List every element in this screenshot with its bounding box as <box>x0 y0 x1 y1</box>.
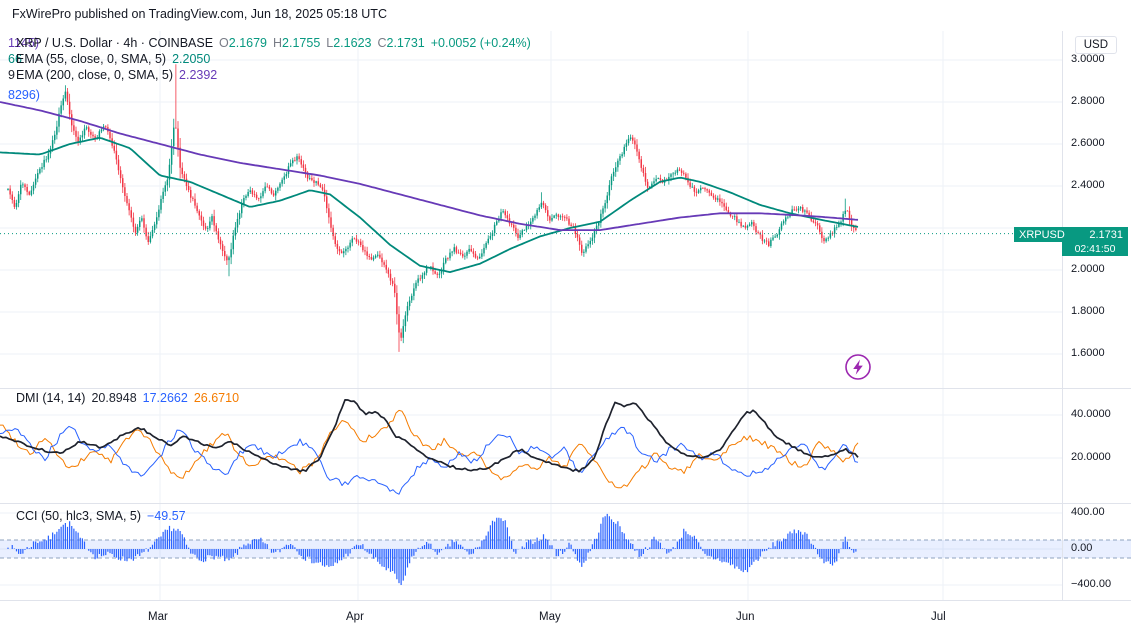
cci-value: −49.57 <box>147 509 186 523</box>
ohlc-high: H 2.1755 <box>273 36 321 50</box>
ohlc-open: O 2.1679 <box>219 36 268 50</box>
dmi-axis-label: 20.0000 <box>1071 451 1111 463</box>
cci-legend-row[interactable]: CCI (50, hlc3, SMA, 5) −49.57 <box>16 509 186 523</box>
bar-countdown: 02:41:50 <box>1062 242 1128 256</box>
dmi-plus-di-value: 17.2662 <box>142 391 188 405</box>
badge-symbol: XRPUSD <box>1019 228 1065 241</box>
price-axis-label: 1.8000 <box>1071 305 1105 317</box>
ema55-value: 2.2050 <box>172 52 211 66</box>
cci-axis-label: −400.00 <box>1071 578 1112 590</box>
dmi-title: DMI (14, 14) <box>16 391 86 405</box>
symbol-title: XRP / U.S. Dollar · 4h · COINBASE <box>16 36 214 50</box>
price-axis[interactable]: 3.0000 2.8000 2.6000 2.4000 2.0000 1.8000 1.60… <box>1063 30 1131 600</box>
symbol-legend-row[interactable]: XRP / U.S. Dollar · 4h · COINBASE O 2.167… <box>16 36 531 50</box>
price-axis-label: 3.0000 <box>1071 53 1105 65</box>
dmi-adx-value: 20.8948 <box>91 391 137 405</box>
dmi-axis-label: 40.0000 <box>1071 408 1111 420</box>
time-axis-label: May <box>539 611 561 623</box>
last-price-badge[interactable]: XRPUSD 2.1731 <box>1014 227 1128 242</box>
publish-banner: FxWirePro published on TradingView.com, … <box>12 7 387 21</box>
currency-usd-button[interactable]: USD <box>1074 36 1117 54</box>
ohlc-close: C 2.1731 <box>377 36 425 50</box>
legend-fragment: 1145) <box>8 36 40 50</box>
price-axis-label: 1.6000 <box>1071 347 1105 359</box>
ema55-legend-row[interactable]: EMA (55, close, 0, SMA, 5) 2.2050 <box>16 52 210 66</box>
time-axis-label: Jun <box>736 611 755 623</box>
price-axis-label: 2.6000 <box>1071 137 1105 149</box>
ohlc-low: L 2.1623 <box>326 36 372 50</box>
price-axis-label: 2.0000 <box>1071 263 1105 275</box>
time-axis-label: Apr <box>346 611 364 623</box>
cci-title: CCI (50, hlc3, SMA, 5) <box>16 509 142 523</box>
change-value: +0.0052 (+0.24%) <box>430 36 531 50</box>
time-axis[interactable]: Mar Apr May Jun Jul <box>0 601 1131 637</box>
lightning-trade-icon[interactable] <box>844 353 872 381</box>
cci-axis-label: 400.00 <box>1071 506 1105 518</box>
ema200-value: 2.2392 <box>179 68 218 82</box>
cci-axis-label: 0.00 <box>1071 542 1093 554</box>
price-axis-label: 2.4000 <box>1071 179 1105 191</box>
legend-fragment: 9 <box>8 68 15 82</box>
ema55-label: EMA (55, close, 0, SMA, 5) <box>16 52 167 66</box>
time-axis-label: Mar <box>148 611 168 623</box>
ema200-legend-row[interactable]: EMA (200, close, 0, SMA, 5) 2.2392 <box>16 68 217 82</box>
legend-fragment: 66 <box>8 52 22 66</box>
dmi-legend-row[interactable]: DMI (14, 14) 20.8948 17.2662 26.6710 <box>16 391 239 405</box>
time-axis-label: Jul <box>931 611 946 623</box>
ema200-label: EMA (200, close, 0, SMA, 5) <box>16 68 174 82</box>
legend-fragment: 8296) <box>8 88 40 102</box>
dmi-minus-di-value: 26.6710 <box>193 391 240 405</box>
badge-price: 2.1731 <box>1089 228 1123 241</box>
price-axis-label: 2.8000 <box>1071 95 1105 107</box>
